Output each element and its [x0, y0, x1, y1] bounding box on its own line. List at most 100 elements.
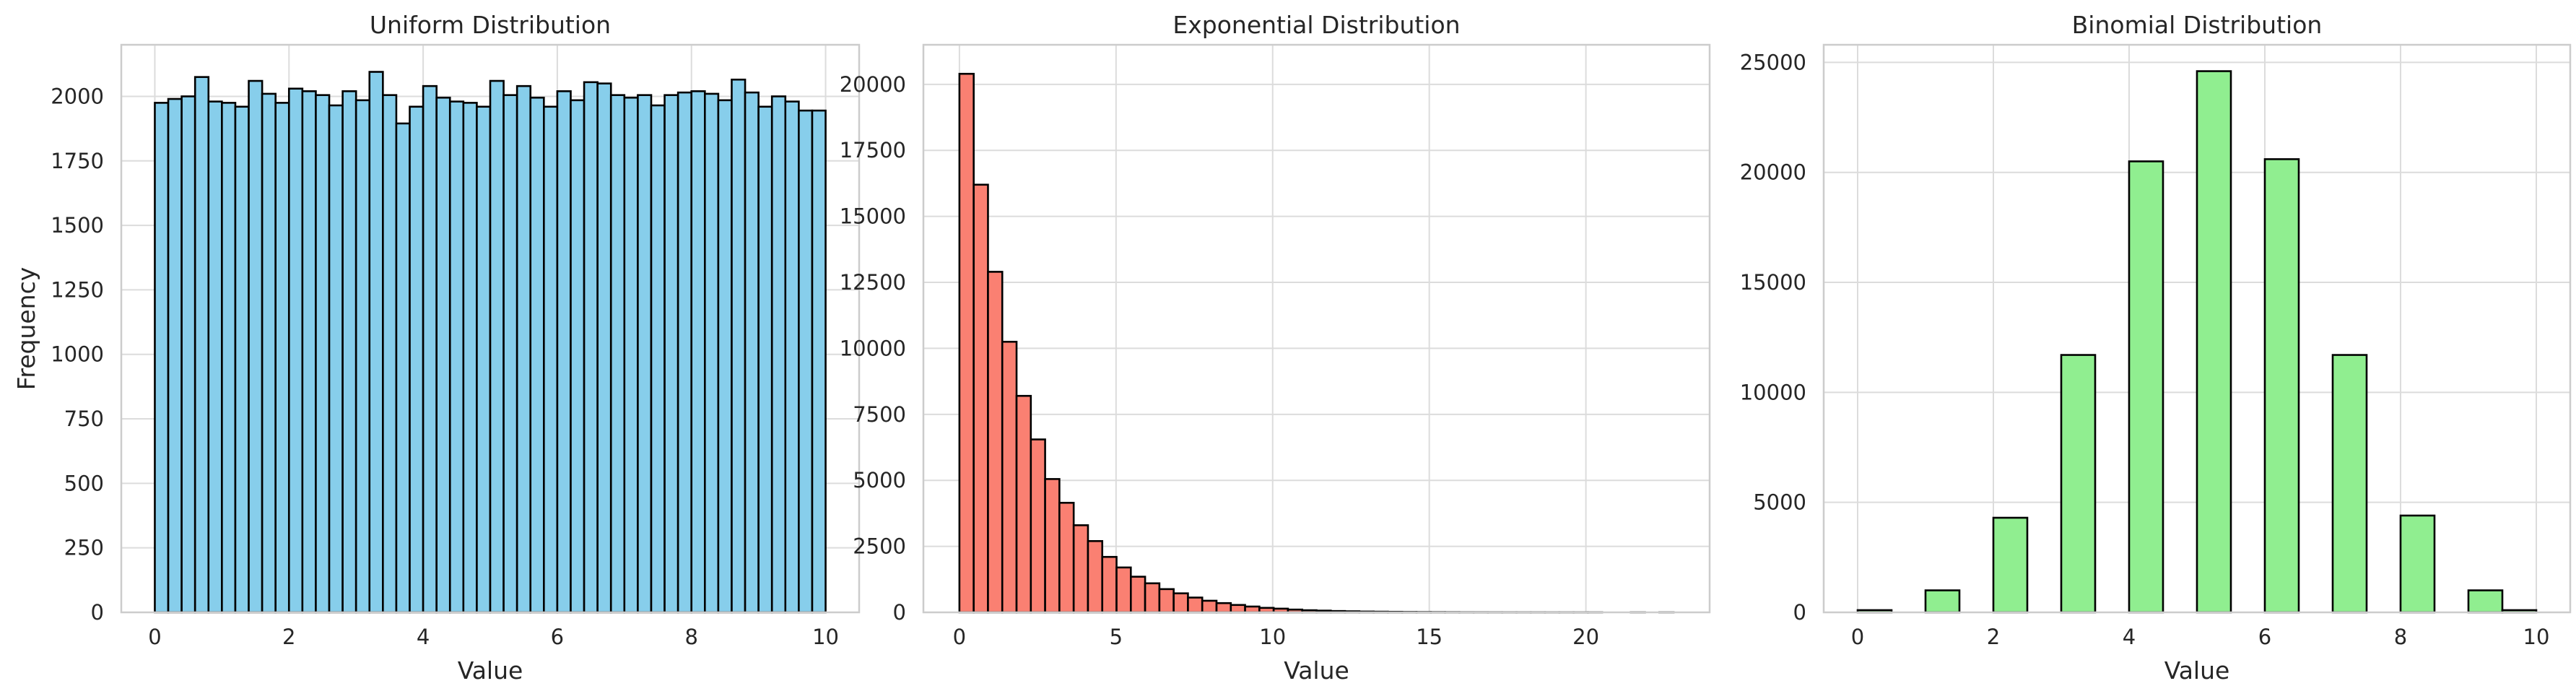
- uniform-bar: [261, 92, 277, 614]
- uniform-y-tick-label: 250: [64, 536, 104, 560]
- binomial-x-tick-label: 2: [1987, 625, 2000, 649]
- uniform-y-tick-label: 1500: [51, 213, 104, 238]
- exponential-y-tick-label: 20000: [840, 72, 906, 97]
- exponential-x-tick-label: 5: [1110, 625, 1123, 649]
- binomial-y-tick-label: 25000: [1740, 50, 1806, 74]
- uniform-y-axis-label: Frequency: [12, 267, 40, 390]
- uniform-bar: [221, 102, 237, 614]
- uniform-bar: [448, 100, 465, 614]
- binomial-x-tick-label: 10: [2523, 625, 2550, 649]
- binomial-axes-frame: [1822, 43, 2572, 614]
- uniform-y-tick-label: 1000: [51, 342, 104, 367]
- exponential-bar: [1130, 576, 1146, 614]
- exponential-axes-frame: [922, 43, 1711, 614]
- exponential-x-tick-label: 20: [1572, 625, 1599, 649]
- exponential-y-tick-label: 7500: [853, 402, 906, 427]
- exponential-bar: [1144, 582, 1161, 614]
- uniform-bar: [328, 104, 344, 614]
- uniform-bar: [609, 94, 626, 614]
- binomial-bar: [2196, 70, 2232, 614]
- uniform-bar: [570, 99, 586, 614]
- uniform-x-tick-label: 4: [417, 625, 430, 649]
- exponential-bar: [1215, 602, 1232, 614]
- binomial-x-tick-label: 6: [2258, 625, 2271, 649]
- uniform-bar: [556, 90, 572, 614]
- uniform-bar: [193, 76, 210, 614]
- binomial-histogram-panel: 0 5000 10000 15000 20000 25000 0 2 4 6 8 10 Binomial…: [1740, 11, 2572, 685]
- binomial-bar: [1924, 589, 1961, 614]
- uniform-x-tick-label: 6: [551, 625, 564, 649]
- exponential-bar: [1158, 588, 1175, 614]
- uniform-bar: [180, 95, 196, 614]
- uniform-bar: [502, 94, 518, 614]
- exponential-chart-title: Exponential Distribution: [1172, 11, 1460, 39]
- binomial-x-tick-label: 8: [2394, 625, 2407, 649]
- exponential-bar: [1030, 438, 1046, 614]
- uniform-bar: [301, 90, 317, 614]
- uniform-bar: [341, 90, 357, 614]
- uniform-bar: [623, 96, 639, 614]
- exponential-bar: [1101, 555, 1118, 614]
- uniform-histogram-panel: 0 250 500 750 1000 1250 1500 1750 2000 0 2 4 6 8 10 Uni…: [12, 11, 861, 685]
- binomial-bar: [2467, 589, 2504, 614]
- uniform-bar: [811, 109, 827, 614]
- uniform-bar: [529, 96, 545, 614]
- uniform-bar: [368, 71, 384, 614]
- exponential-bar: [958, 72, 975, 614]
- exponential-x-tick-label: 0: [953, 625, 966, 649]
- uniform-bar: [583, 81, 599, 614]
- exponential-bar: [1058, 501, 1075, 614]
- binomial-x-axis-label: Value: [2164, 656, 2230, 685]
- uniform-y-tick-label: 1750: [51, 149, 104, 173]
- uniform-y-tick-label: 2000: [51, 84, 104, 108]
- exponential-bar: [1115, 566, 1132, 614]
- binomial-x-tick-label: 4: [2123, 625, 2136, 649]
- exponential-bar: [1187, 596, 1204, 614]
- exponential-bar: [972, 183, 989, 614]
- uniform-bar: [274, 102, 290, 614]
- uniform-bar: [287, 87, 304, 614]
- binomial-bar: [2331, 354, 2368, 614]
- uniform-bar: [757, 105, 773, 614]
- uniform-bar: [543, 105, 559, 614]
- uniform-bar: [717, 99, 733, 614]
- exponential-x-axis-label: Value: [1284, 656, 1349, 685]
- exponential-bar: [1201, 599, 1218, 614]
- uniform-bar: [770, 95, 787, 614]
- uniform-y-tick-label: 0: [91, 600, 104, 625]
- exponential-bar: [1087, 539, 1104, 614]
- exponential-x-tick-label: 15: [1416, 625, 1443, 649]
- exponential-y-tick-label: 2500: [853, 534, 906, 559]
- uniform-bar: [409, 105, 425, 614]
- binomial-y-tick-label: 15000: [1740, 270, 1806, 295]
- uniform-y-tick-label: 1250: [51, 277, 104, 302]
- uniform-bar: [663, 94, 679, 614]
- uniform-x-tick-label: 0: [148, 625, 161, 649]
- uniform-bar: [596, 82, 612, 614]
- binomial-bar: [2128, 160, 2164, 614]
- exponential-y-tick-label: 15000: [840, 204, 906, 229]
- exponential-y-tick-label: 5000: [853, 468, 906, 492]
- uniform-bar: [784, 100, 800, 614]
- uniform-bar: [234, 105, 250, 614]
- exponential-y-tick-label: 17500: [840, 138, 906, 162]
- uniform-bar: [676, 91, 693, 614]
- uniform-bar: [354, 99, 371, 614]
- uniform-chart-title: Uniform Distribution: [370, 11, 611, 39]
- uniform-bar: [422, 84, 438, 614]
- binomial-y-tick-label: 5000: [1753, 490, 1806, 515]
- uniform-bar: [248, 79, 264, 614]
- uniform-bar: [154, 102, 170, 614]
- uniform-bar: [650, 104, 666, 614]
- binomial-y-tick-label: 0: [1793, 600, 1806, 625]
- binomial-bar: [2263, 158, 2300, 614]
- uniform-bar: [395, 122, 411, 614]
- uniform-bar: [207, 100, 223, 614]
- uniform-bar: [637, 94, 653, 614]
- binomial-y-tick-label: 10000: [1740, 380, 1806, 404]
- uniform-y-tick-label: 750: [64, 407, 104, 431]
- uniform-x-axis-label: Value: [458, 656, 523, 685]
- uniform-x-tick-label: 8: [685, 625, 698, 649]
- exponential-bar: [1072, 524, 1089, 614]
